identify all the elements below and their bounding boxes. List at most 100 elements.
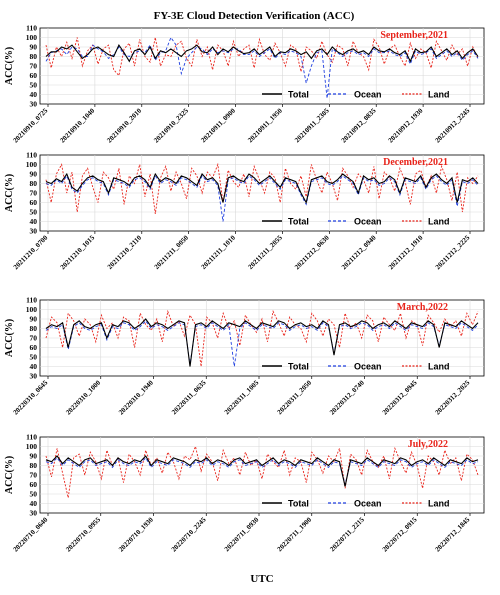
- y-axis-title: ACC(%): [4, 319, 15, 357]
- legend-label-ocean: Ocean: [354, 217, 382, 227]
- y-tick-label: 40: [30, 499, 38, 508]
- series-line-total: [45, 318, 479, 367]
- y-tick-label: 80: [30, 52, 38, 61]
- x-tick-label: 20220312_0740: [328, 378, 366, 416]
- y-tick-label: 80: [30, 461, 38, 470]
- x-tick-label: 20220312_2025: [434, 378, 472, 416]
- y-tick-label: 110: [26, 24, 37, 33]
- y-tick-label: 60: [30, 480, 38, 489]
- y-tick-label: 90: [30, 170, 38, 179]
- x-tick-label: 20210912_1930: [387, 106, 425, 144]
- y-tick-label: 30: [30, 509, 38, 518]
- x-tick-label: 20211212_1910: [387, 233, 425, 271]
- y-axis-title: ACC(%): [4, 456, 15, 494]
- legend-label-land: Land: [428, 90, 450, 100]
- x-axis-title: UTC: [250, 573, 273, 585]
- x-tick-label: 20211210_2110: [106, 233, 144, 271]
- x-tick-label: 20211211_2055: [247, 233, 285, 271]
- y-tick-label: 70: [30, 62, 38, 71]
- y-axis-title: ACC(%): [4, 174, 15, 212]
- legend-label-total: Total: [288, 90, 309, 100]
- y-tick-label: 110: [26, 296, 37, 305]
- x-tick-label: 20220311_0635: [170, 378, 208, 416]
- x-tick-label: 20220311_2050: [276, 378, 314, 416]
- x-tick-label: 20220711_0930: [223, 515, 261, 553]
- x-tick-label: 20220710_0955: [64, 515, 102, 553]
- legend-label-land: Land: [428, 499, 450, 509]
- x-tick-label: 20220711_2215: [328, 515, 366, 553]
- series-line-land: [45, 162, 479, 214]
- season-label: December,2021: [383, 157, 448, 168]
- x-tick-label: 20220310_1000: [64, 378, 102, 416]
- x-tick-label: 20210910_2325: [152, 106, 190, 144]
- y-tick-label: 80: [30, 324, 38, 333]
- x-tick-label: 20220311_1005: [223, 378, 261, 416]
- y-tick-label: 40: [30, 362, 38, 371]
- legend-label-total: Total: [288, 362, 309, 372]
- legend-label-land: Land: [428, 217, 450, 227]
- series-line-total: [45, 43, 479, 63]
- x-tick-label: 20211211_0050: [153, 233, 191, 271]
- season-label: March,2022: [397, 302, 448, 313]
- y-tick-label: 90: [30, 315, 38, 324]
- series-line-ocean: [45, 457, 479, 485]
- y-tick-label: 30: [30, 372, 38, 381]
- x-tick-label: 20210912_0835: [340, 106, 378, 144]
- y-tick-label: 60: [30, 343, 38, 352]
- x-tick-label: 20211210_0700: [12, 233, 50, 271]
- series-line-land: [45, 309, 479, 367]
- x-tick-label: 20220710_0640: [12, 515, 50, 553]
- y-tick-label: 80: [30, 179, 38, 188]
- y-tick-label: 100: [26, 160, 38, 169]
- x-tick-label: 20220712_1845: [434, 515, 472, 553]
- y-tick-label: 50: [30, 81, 38, 90]
- season-label: July,2022: [408, 439, 448, 450]
- series-line-ocean: [45, 174, 479, 222]
- season-label: September,2021: [380, 30, 448, 41]
- x-tick-label: 20220712_0915: [381, 515, 419, 553]
- legend-label-land: Land: [428, 362, 450, 372]
- x-tick-label: 20210911_0900: [199, 106, 237, 144]
- series-line-ocean: [45, 320, 479, 367]
- x-tick-label: 20220312_0945: [381, 378, 419, 416]
- y-tick-label: 60: [30, 198, 38, 207]
- x-tick-label: 20220310_1940: [117, 378, 155, 416]
- legend-label-ocean: Ocean: [354, 499, 382, 509]
- series-line-total: [45, 172, 479, 205]
- y-axis-title: ACC(%): [4, 47, 15, 85]
- series-line-land: [45, 37, 479, 77]
- y-tick-label: 70: [30, 189, 38, 198]
- y-tick-label: 100: [26, 442, 38, 451]
- y-tick-label: 100: [26, 33, 38, 42]
- x-tick-label: 20211212_0630: [293, 233, 331, 271]
- y-tick-label: 30: [30, 100, 38, 109]
- y-tick-label: 50: [30, 353, 38, 362]
- x-tick-label: 20220310_0645: [12, 378, 50, 416]
- series-line-total: [45, 455, 479, 487]
- legend-label-ocean: Ocean: [354, 90, 382, 100]
- x-tick-label: 20210910_1040: [58, 106, 96, 144]
- x-tick-label: 20210911_1950: [246, 106, 284, 144]
- legend-label-total: Total: [288, 499, 309, 509]
- y-tick-label: 110: [26, 151, 37, 160]
- x-tick-label: 20210911_2305: [293, 106, 331, 144]
- y-tick-label: 110: [26, 433, 37, 442]
- y-tick-label: 50: [30, 490, 38, 499]
- y-tick-label: 60: [30, 71, 38, 80]
- x-tick-label: 20210910_2010: [105, 106, 143, 144]
- x-tick-label: 20210912_2245: [434, 106, 472, 144]
- x-tick-label: 20210910_0725: [12, 106, 50, 144]
- x-tick-label: 20211211_1010: [200, 233, 238, 271]
- x-tick-label: 20220710_2245: [170, 515, 208, 553]
- legend-label-ocean: Ocean: [354, 362, 382, 372]
- y-tick-label: 40: [30, 217, 38, 226]
- x-tick-label: 20211210_1015: [59, 233, 97, 271]
- x-tick-label: 20220711_1900: [276, 515, 314, 553]
- y-tick-label: 90: [30, 43, 38, 52]
